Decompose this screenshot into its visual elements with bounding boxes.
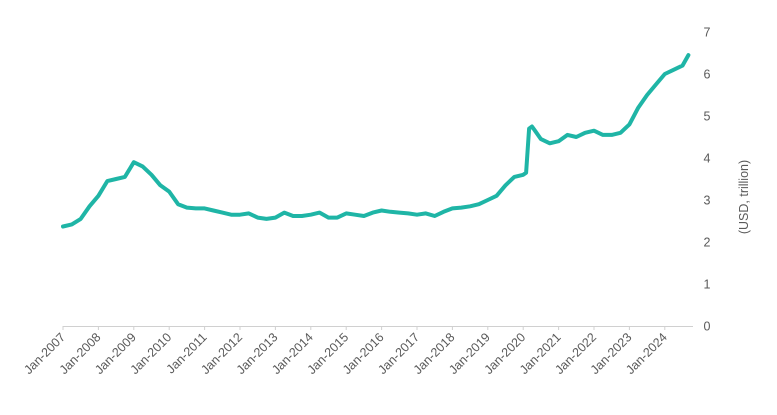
y-tick-label: 5 — [704, 110, 711, 124]
y-tick-label: 0 — [704, 320, 711, 334]
y-tick-label: 4 — [704, 152, 711, 166]
x-axis: Jan-2007Jan-2008Jan-2009Jan-2010Jan-2011… — [21, 326, 670, 377]
series-line — [61, 53, 691, 229]
y-tick-label: 7 — [704, 26, 711, 40]
y-tick-label: 6 — [704, 68, 711, 82]
y-axis: 0 1 2 3 4 5 6 7 — [704, 26, 711, 334]
y-tick-label: 3 — [704, 194, 711, 208]
y-axis-title: (USD, trillion) — [737, 160, 751, 234]
y-tick-label: 2 — [704, 236, 711, 250]
y-tick-label: 1 — [704, 278, 711, 292]
